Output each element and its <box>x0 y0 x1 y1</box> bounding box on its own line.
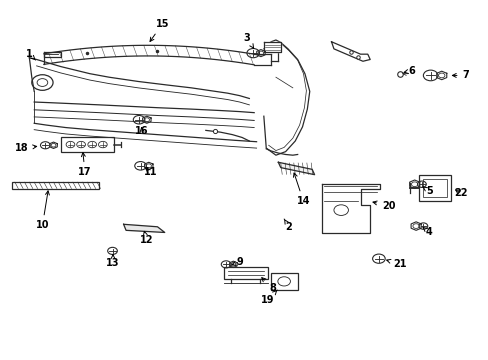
Bar <box>12 182 99 189</box>
Text: 16: 16 <box>135 126 148 136</box>
Polygon shape <box>278 162 314 175</box>
Text: 12: 12 <box>140 231 153 245</box>
Bar <box>224 267 267 279</box>
Text: 22: 22 <box>453 189 467 198</box>
Text: 1: 1 <box>26 49 36 60</box>
Text: 17: 17 <box>78 153 92 177</box>
Text: 6: 6 <box>403 66 414 76</box>
Polygon shape <box>264 42 280 53</box>
Polygon shape <box>331 42 369 61</box>
Text: 2: 2 <box>284 219 292 232</box>
Text: 20: 20 <box>372 201 394 211</box>
Text: 13: 13 <box>106 255 120 268</box>
Polygon shape <box>123 224 164 233</box>
Bar <box>423 179 446 197</box>
Text: 3: 3 <box>243 33 253 48</box>
Bar <box>61 138 114 152</box>
Text: 9: 9 <box>231 257 243 267</box>
Text: 10: 10 <box>36 191 49 230</box>
Text: 15: 15 <box>150 19 169 41</box>
Text: 11: 11 <box>143 167 157 177</box>
Text: 8: 8 <box>261 278 275 293</box>
Text: 5: 5 <box>422 186 432 196</box>
Bar <box>418 175 450 201</box>
Text: 19: 19 <box>261 290 277 305</box>
Polygon shape <box>264 40 309 155</box>
Text: 14: 14 <box>293 173 309 206</box>
Text: 7: 7 <box>451 71 468 80</box>
Text: 4: 4 <box>422 227 432 238</box>
Polygon shape <box>321 184 379 233</box>
Text: 18: 18 <box>15 143 37 153</box>
Text: 21: 21 <box>386 259 406 269</box>
Bar <box>270 273 297 290</box>
